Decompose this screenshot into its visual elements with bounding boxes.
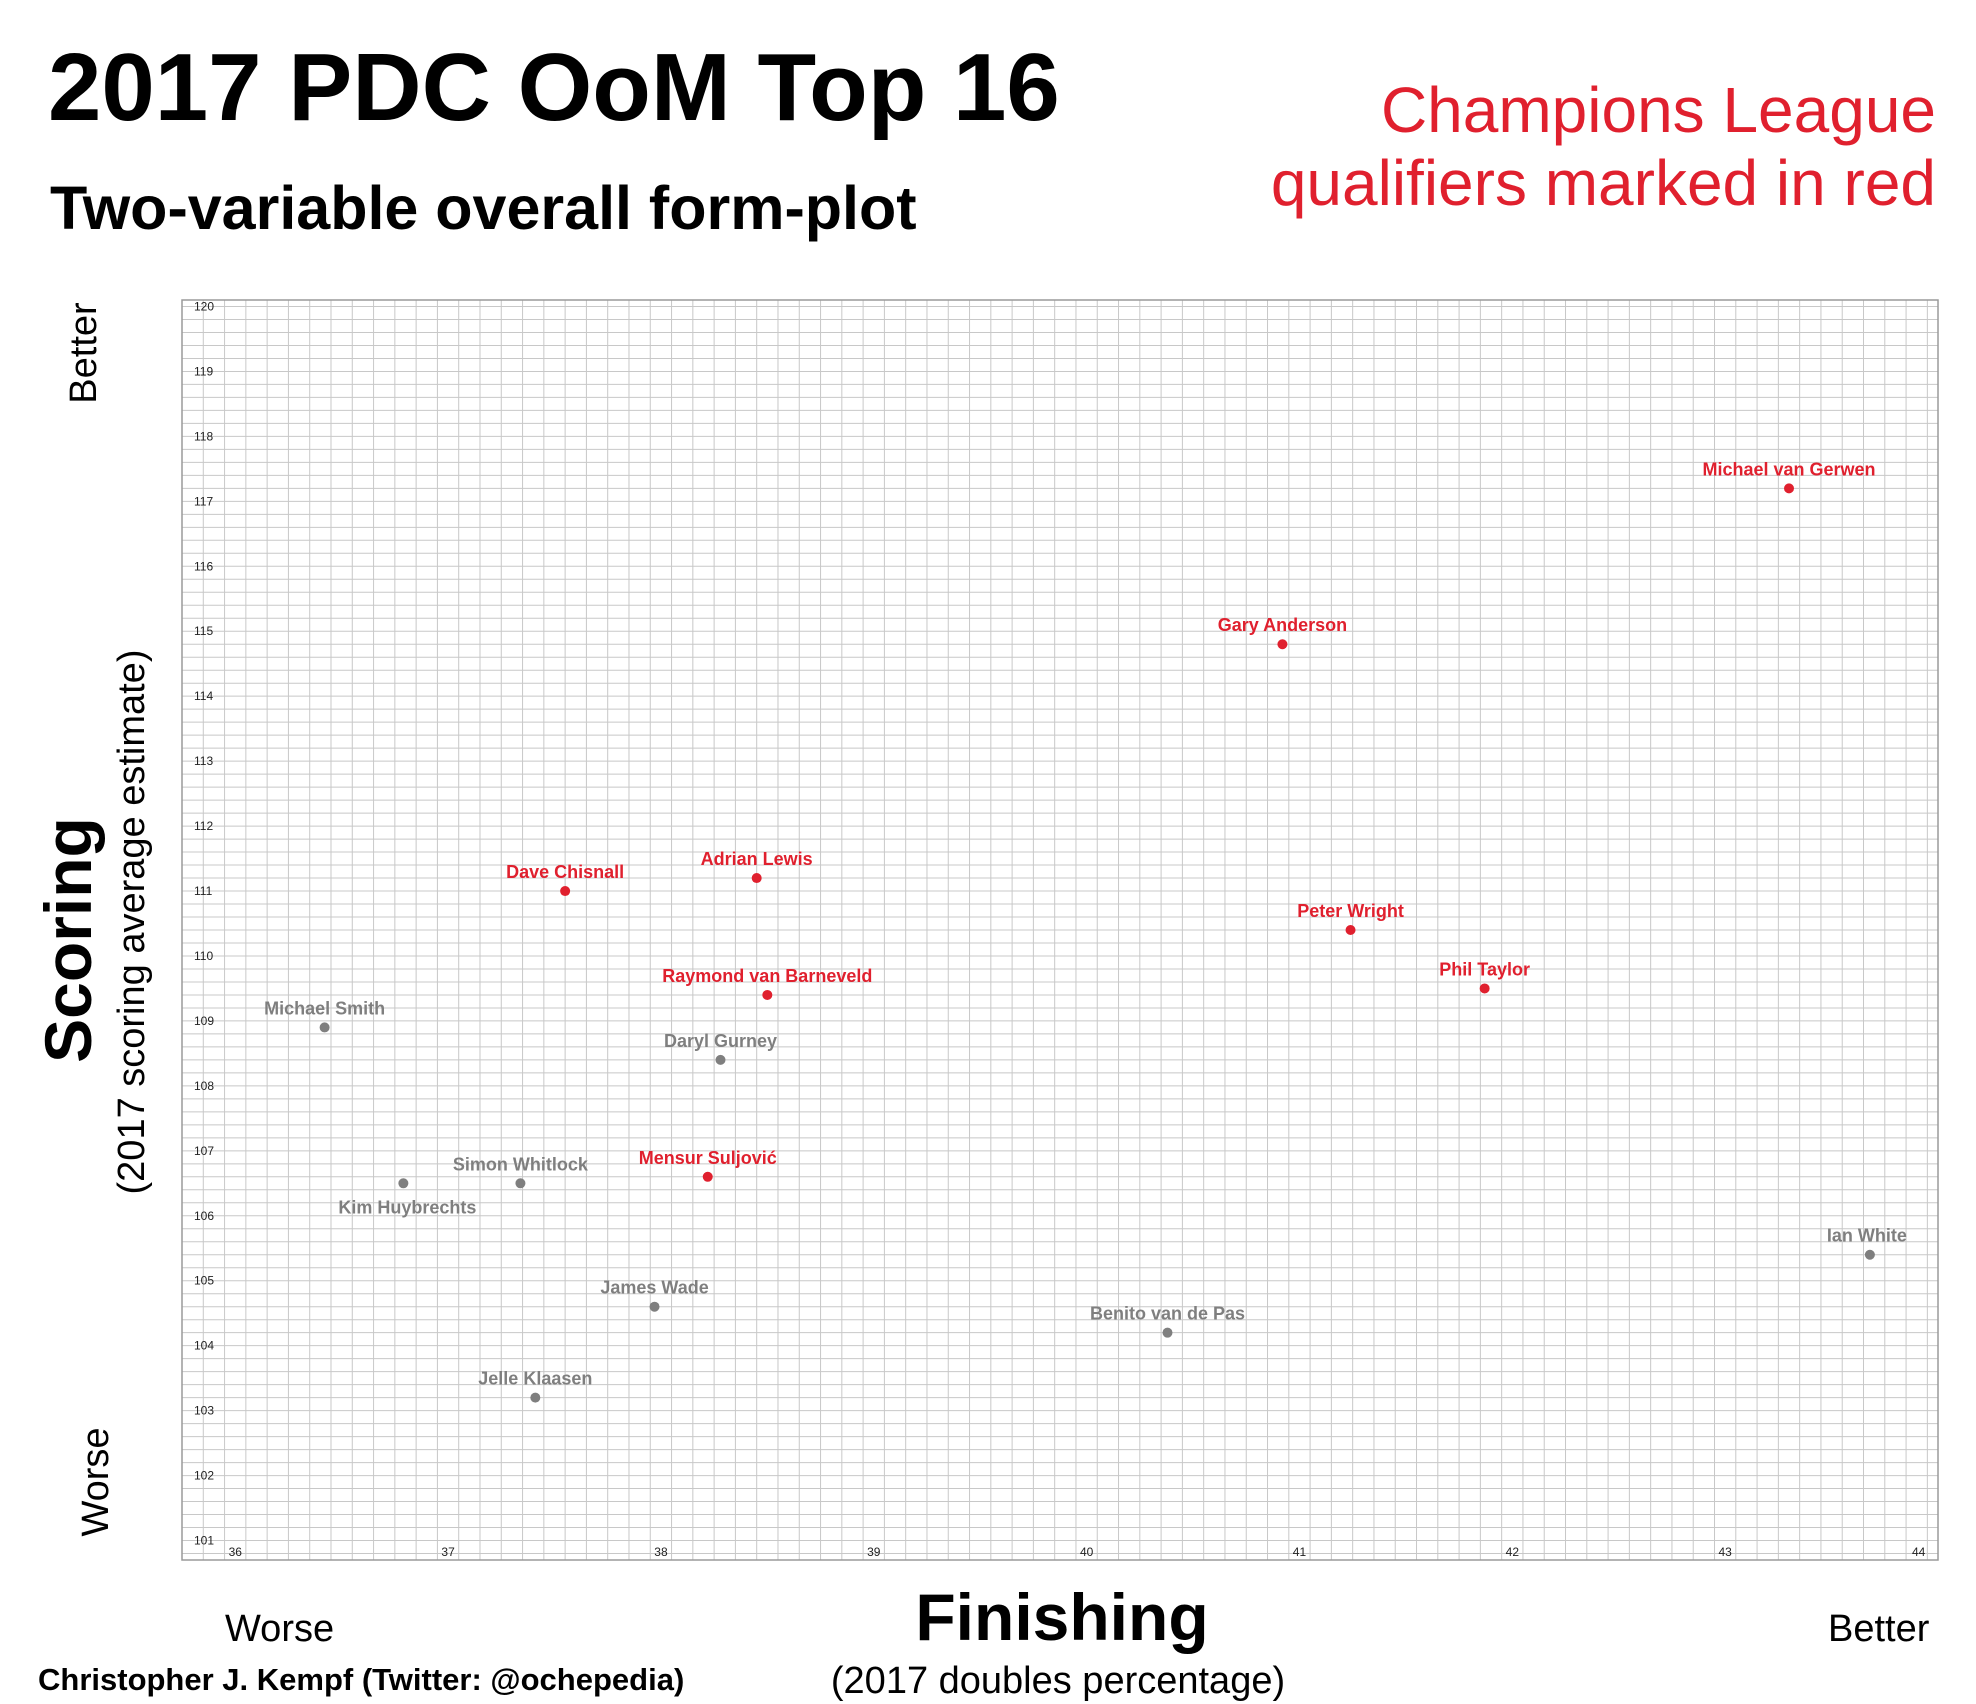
data-point-phil-taylor: Phil Taylor [1439, 959, 1530, 994]
x-axis-worse-label: Worse [225, 1608, 335, 1650]
point-marker [702, 1171, 713, 1182]
y-tick-label: 104 [194, 1339, 214, 1353]
y-tick-label: 110 [194, 949, 213, 963]
y-tick-label: 103 [194, 1404, 214, 1418]
data-point-daryl-gurney: Daryl Gurney [664, 1031, 777, 1065]
data-point-benito-van-de-pas: Benito van de Pas [1090, 1304, 1245, 1338]
y-tick-label: 119 [194, 364, 213, 378]
point-marker [319, 1022, 330, 1033]
point-label: Daryl Gurney [664, 1031, 777, 1051]
data-point-kim-huybrechts: Kim Huybrechts [338, 1178, 476, 1217]
point-label: Raymond van Barneveld [662, 966, 872, 986]
qualifier-note: Champions League qualifiers marked in re… [1116, 74, 1936, 220]
x-tick-label: 41 [1293, 1545, 1307, 1559]
data-point-simon-whitlock: Simon Whitlock [453, 1154, 589, 1189]
point-label: Ian White [1827, 1226, 1907, 1246]
point-label: Gary Anderson [1218, 615, 1347, 635]
y-tick-label: 113 [194, 754, 213, 768]
point-marker [1345, 925, 1356, 935]
x-axis-title: Finishing [915, 1580, 1209, 1654]
point-label: Kim Huybrechts [338, 1197, 476, 1217]
data-point-adrian-lewis: Adrian Lewis [701, 849, 813, 884]
point-marker [1277, 639, 1288, 650]
point-marker [560, 886, 571, 897]
y-tick-label: 109 [194, 1014, 214, 1028]
x-tick-label: 43 [1719, 1545, 1733, 1559]
qualifier-note-line-1: Champions League [1380, 74, 1936, 146]
point-label: Mensur Suljović [639, 1148, 777, 1168]
chart-subtitle: Two-variable overall form-plot [50, 174, 917, 242]
author-credit: Christopher J. Kempf (Twitter: @ochepedi… [38, 1662, 685, 1697]
point-label: Benito van de Pas [1090, 1304, 1245, 1324]
x-axis-better-label: Better [1828, 1608, 1930, 1650]
x-tick-label: 44 [1912, 1545, 1926, 1559]
data-point-jelle-klaasen: Jelle Klaasen [478, 1369, 592, 1403]
y-tick-label: 106 [194, 1209, 214, 1223]
point-label: Dave Chisnall [506, 862, 624, 882]
point-label: Phil Taylor [1439, 959, 1530, 979]
x-tick-label: 38 [654, 1545, 668, 1559]
y-tick-label: 114 [194, 689, 213, 703]
data-points: Michael van Gerwen Gary Anderson Adrian Le… [264, 459, 1907, 1403]
x-tick-label: 42 [1506, 1545, 1520, 1559]
y-tick-label: 101 [194, 1534, 214, 1548]
point-marker [1162, 1327, 1173, 1338]
y-tick-label: 116 [194, 559, 213, 573]
y-tick-label: 112 [194, 819, 213, 833]
data-point-peter-wright: Peter Wright [1297, 901, 1404, 935]
data-point-gary-anderson: Gary Anderson [1218, 615, 1347, 650]
point-marker [762, 989, 773, 1000]
point-marker [1864, 1249, 1875, 1260]
point-marker [715, 1054, 726, 1065]
point-marker [398, 1178, 409, 1189]
point-label: Michael Smith [264, 998, 385, 1018]
y-tick-label: 117 [194, 494, 213, 508]
point-marker [1479, 983, 1490, 994]
y-tick-label: 111 [194, 884, 213, 898]
point-marker [649, 1301, 660, 1312]
y-tick-label: 108 [194, 1079, 214, 1093]
y-tick-label: 107 [194, 1144, 214, 1158]
point-label: Jelle Klaasen [478, 1369, 592, 1389]
x-tick-label: 36 [229, 1545, 243, 1559]
point-label: Peter Wright [1297, 901, 1404, 921]
grid [181, 299, 1939, 1561]
x-tick-label: 40 [1080, 1545, 1094, 1559]
data-point-michael-van-gerwen: Michael van Gerwen [1702, 459, 1876, 494]
data-point-mensur-suljovi: Mensur Suljović [639, 1148, 777, 1182]
y-tick-label: 118 [194, 429, 213, 443]
point-marker [1784, 483, 1795, 494]
point-marker [530, 1392, 541, 1403]
point-label: Simon Whitlock [453, 1154, 589, 1174]
point-marker [515, 1178, 526, 1189]
x-tick-label: 37 [441, 1545, 455, 1559]
point-label: James Wade [600, 1278, 708, 1298]
point-label: Adrian Lewis [701, 849, 813, 869]
y-tick-label: 105 [194, 1274, 214, 1288]
y-tick-label: 115 [194, 624, 213, 638]
data-point-raymond-van-barneveld: Raymond van Barneveld [662, 966, 872, 1000]
data-point-dave-chisnall: Dave Chisnall [506, 862, 624, 897]
y-tick-label: 102 [194, 1469, 214, 1483]
chart-title: 2017 PDC OoM Top 16 [48, 34, 1060, 141]
x-axis-subtitle: (2017 doubles percentage) [830, 1660, 1286, 1702]
data-point-james-wade: James Wade [600, 1278, 709, 1312]
qualifier-note-line-2: qualifiers marked in red [1270, 147, 1936, 219]
plot-border [181, 299, 1939, 1561]
data-point-ian-white: Ian White [1827, 1226, 1907, 1260]
point-label: Michael van Gerwen [1702, 459, 1875, 479]
tick-labels: 101 102 103 104 105 106 107 108 109 110 111 112 113 1… [194, 299, 1926, 1559]
data-point-michael-smith: Michael Smith [264, 998, 385, 1033]
y-tick-label: 120 [194, 299, 214, 313]
x-tick-label: 39 [867, 1545, 881, 1559]
point-marker [751, 873, 762, 884]
